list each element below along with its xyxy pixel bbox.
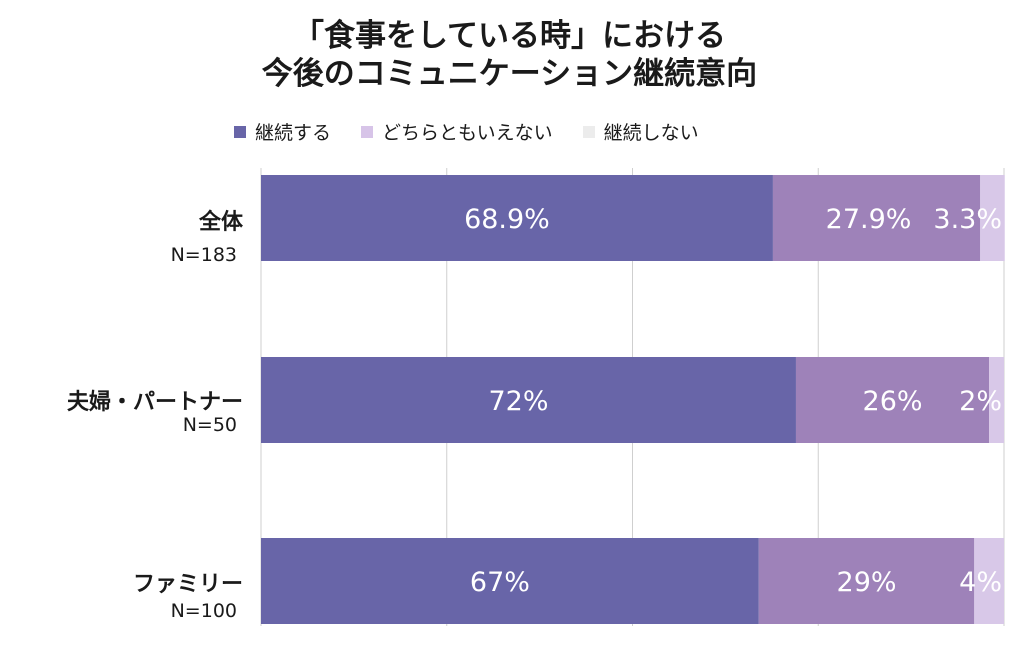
data-label: 4% <box>959 567 1002 598</box>
bar-segment <box>989 357 1004 443</box>
legend-item-neutral: どちらともいえない <box>361 118 553 145</box>
data-label: 72% <box>488 386 548 417</box>
legend-label-continue: 継続する <box>255 122 332 144</box>
legend: 継続する どちらともいえない 継続しない <box>234 118 729 145</box>
bar-segment <box>758 538 975 624</box>
data-label: 29% <box>837 567 897 598</box>
data-label: 68.9% <box>464 204 550 235</box>
data-label: 27.9% <box>826 204 912 235</box>
legend-swatch-neutral <box>361 125 374 138</box>
legend-label-discontinue: 継続しない <box>603 122 699 144</box>
data-label: 3.3% <box>933 204 1002 235</box>
legend-item-discontinue: 継続しない <box>582 118 699 145</box>
bar-segment <box>980 175 1005 261</box>
bar-segment <box>261 357 796 443</box>
legend-swatch-discontinue <box>582 125 595 138</box>
bar-segment <box>261 538 759 624</box>
legend-label-neutral: どちらともいえない <box>382 122 553 144</box>
data-label: 26% <box>863 386 923 417</box>
chart-title-line2: 今後のコミュニケーション継続意向 <box>261 56 758 92</box>
legend-swatch-continue <box>234 125 246 138</box>
bar-segment <box>974 538 1004 624</box>
bar-segment <box>261 175 773 261</box>
category-label: ファミリー <box>132 572 243 597</box>
bar-segment <box>772 175 981 261</box>
legend-item-continue: 継続する <box>234 118 331 145</box>
bar-segment <box>795 357 990 443</box>
sample-size-label: N=100 <box>170 600 237 622</box>
data-label: 2% <box>959 386 1002 417</box>
category-label: 夫婦・パートナー <box>66 390 243 415</box>
data-label: 67% <box>470 567 530 598</box>
sample-size-label: N=50 <box>182 414 237 436</box>
sample-size-label: N=183 <box>170 244 237 266</box>
chart-title-line1: 「食事をしている時」における <box>292 18 727 54</box>
category-label: 全体 <box>198 210 243 235</box>
